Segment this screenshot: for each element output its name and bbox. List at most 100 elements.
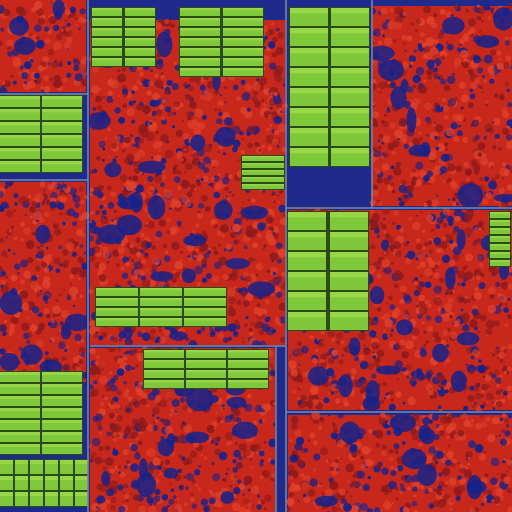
logic-texture-dot (437, 405, 442, 410)
logic-texture-dot (228, 305, 234, 310)
logic-texture-dot (233, 486, 241, 495)
logic-texture-dot (189, 96, 194, 101)
logic-texture-dot (442, 222, 448, 228)
logic-texture-dot (122, 491, 125, 494)
logic-texture-dot (455, 495, 461, 501)
logic-texture-dot (401, 34, 407, 41)
logic-texture-dot (140, 381, 143, 385)
logic-texture-dot (174, 284, 178, 287)
logic-texture-dot (483, 136, 488, 140)
logic-texture-dot (454, 4, 459, 10)
logic-texture-dot (366, 508, 373, 512)
logic-texture-dot (44, 38, 51, 45)
logic-texture-dot (73, 65, 80, 72)
logic-texture-dot (454, 65, 458, 69)
memory-cell-highlight (330, 212, 368, 218)
logic-texture-dot (424, 300, 430, 305)
logic-texture-dot (367, 264, 376, 274)
logic-texture-dot (434, 264, 439, 270)
logic-texture-dot (426, 134, 429, 137)
logic-texture-dot (15, 6, 24, 15)
logic-texture-dot (190, 496, 195, 502)
logic-texture-dot (50, 191, 58, 200)
logic-texture-dot (478, 453, 487, 461)
logic-texture-dot (297, 387, 302, 391)
memory-cell (42, 109, 82, 120)
logic-texture-dot (475, 406, 482, 413)
logic-texture-dot (420, 485, 424, 490)
logic-texture-dot (393, 210, 399, 216)
logic-texture-dot (498, 57, 502, 61)
logic-texture-dot (315, 349, 319, 352)
logic-texture-dot (105, 137, 108, 140)
logic-texture-dot (485, 392, 494, 401)
logic-texture-dot (259, 475, 264, 480)
logic-texture-dot (428, 389, 434, 396)
logic-texture-dot (187, 115, 192, 121)
logic-texture-dot (305, 400, 314, 408)
logic-texture-dot (92, 168, 98, 174)
memory-cell-highlight (30, 492, 43, 497)
logic-texture-dot (151, 98, 161, 107)
logic-texture-dot (154, 154, 162, 162)
logic-texture-dot (146, 404, 151, 408)
logic-texture-dot (452, 254, 460, 262)
logic-texture-dot (76, 229, 84, 236)
logic-texture-dot (164, 89, 170, 96)
memory-cell-highlight (223, 48, 263, 51)
logic-texture-dot (331, 507, 339, 512)
logic-texture-dot (116, 389, 122, 396)
memory-block-bottom-left-grid (0, 459, 89, 507)
logic-texture-dot (387, 20, 396, 30)
memory-cell (223, 28, 263, 36)
logic-texture-dot (418, 294, 426, 302)
logic-texture-dot (130, 134, 133, 138)
logic-texture-dot (372, 184, 379, 191)
logic-texture-dot (396, 272, 404, 281)
logic-texture-dot (500, 389, 504, 393)
memory-cell-highlight (331, 68, 369, 74)
logic-texture-dot (104, 445, 111, 451)
memory-cell-highlight (144, 360, 184, 363)
logic-texture-dot (66, 37, 73, 44)
logic-texture-dot (276, 287, 281, 292)
logic-texture-dot (429, 504, 434, 509)
logic-void (380, 239, 390, 251)
logic-texture-dot (327, 329, 335, 338)
memory-cell (228, 360, 268, 368)
logic-texture-dot (310, 387, 319, 395)
logic-texture-dot (51, 61, 59, 69)
logic-texture-dot (465, 8, 469, 13)
logic-void (456, 229, 466, 250)
logic-texture-dot (351, 505, 359, 512)
logic-void (406, 107, 417, 133)
logic-texture-dot (169, 482, 172, 485)
logic-texture-dot (21, 322, 30, 331)
logic-texture-dot (389, 304, 396, 311)
logic-texture-dot (443, 84, 451, 92)
logic-texture-dot (106, 185, 112, 191)
logic-texture-dot (89, 187, 94, 193)
logic-texture-dot (247, 257, 254, 263)
logic-texture-dot (449, 314, 454, 319)
logic-texture-dot (209, 489, 213, 494)
logic-texture-dot (173, 269, 177, 274)
logic-texture-dot (395, 391, 402, 398)
logic-texture-dot (481, 421, 488, 428)
logic-texture-dot (442, 236, 447, 241)
logic-texture-dot (223, 186, 229, 192)
logic-texture-dot (172, 111, 177, 116)
logic-texture-dot (164, 149, 174, 159)
logic-texture-dot (479, 314, 487, 322)
logic-texture-dot (446, 75, 456, 85)
logic-texture-dot (384, 397, 387, 400)
logic-texture-dot (221, 233, 226, 238)
logic-texture-dot (368, 429, 373, 434)
logic-texture-dot (473, 55, 481, 64)
logic-texture-dot (201, 262, 207, 269)
memory-cell-highlight (490, 236, 510, 238)
logic-texture-dot (426, 199, 432, 206)
logic-texture-dot (312, 358, 318, 364)
logic-texture-dot (45, 246, 49, 250)
